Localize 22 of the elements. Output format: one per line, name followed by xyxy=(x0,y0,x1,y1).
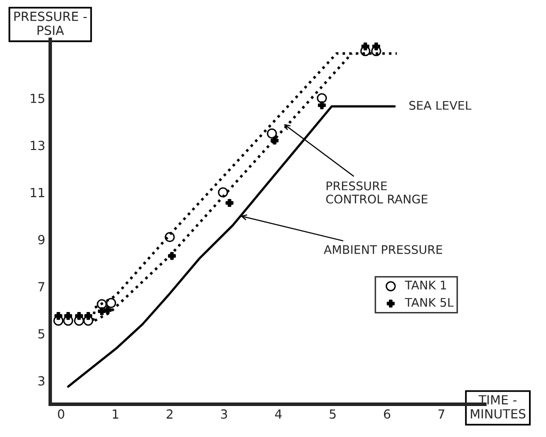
y-tick-label: 13 xyxy=(30,140,44,150)
y-tick-label: 5 xyxy=(38,329,44,339)
x-tick-label: 3 xyxy=(221,409,228,419)
y-tick-label: 3 xyxy=(38,376,44,386)
x-tick-label: 2 xyxy=(166,409,172,419)
y-tick-label: 11 xyxy=(30,188,44,198)
x-tick-label: 7 xyxy=(438,409,444,419)
legend-label: TANK 5L xyxy=(404,298,454,307)
legend-label: TANK 1 xyxy=(404,280,446,290)
x-tick-label: 6 xyxy=(384,409,390,419)
y-tick-label: 15 xyxy=(30,94,44,104)
annotation: PRESSURE CONTROL RANGE xyxy=(326,181,428,204)
annotation: SEA LEVEL xyxy=(409,100,472,110)
x-tick-label: 0 xyxy=(58,409,64,419)
x-tick-label: 4 xyxy=(275,409,282,419)
y-tick-label: 9 xyxy=(38,234,44,244)
annotation: AMBIENT PRESSURE xyxy=(324,245,442,254)
x-tick-label: 1 xyxy=(112,409,118,419)
x-axis-title: TIME - MINUTES xyxy=(470,395,526,418)
y-tick-label: 7 xyxy=(38,282,44,292)
x-tick-label: 5 xyxy=(330,409,336,419)
y-axis-title: PRESSURE - PSIA xyxy=(14,12,87,36)
